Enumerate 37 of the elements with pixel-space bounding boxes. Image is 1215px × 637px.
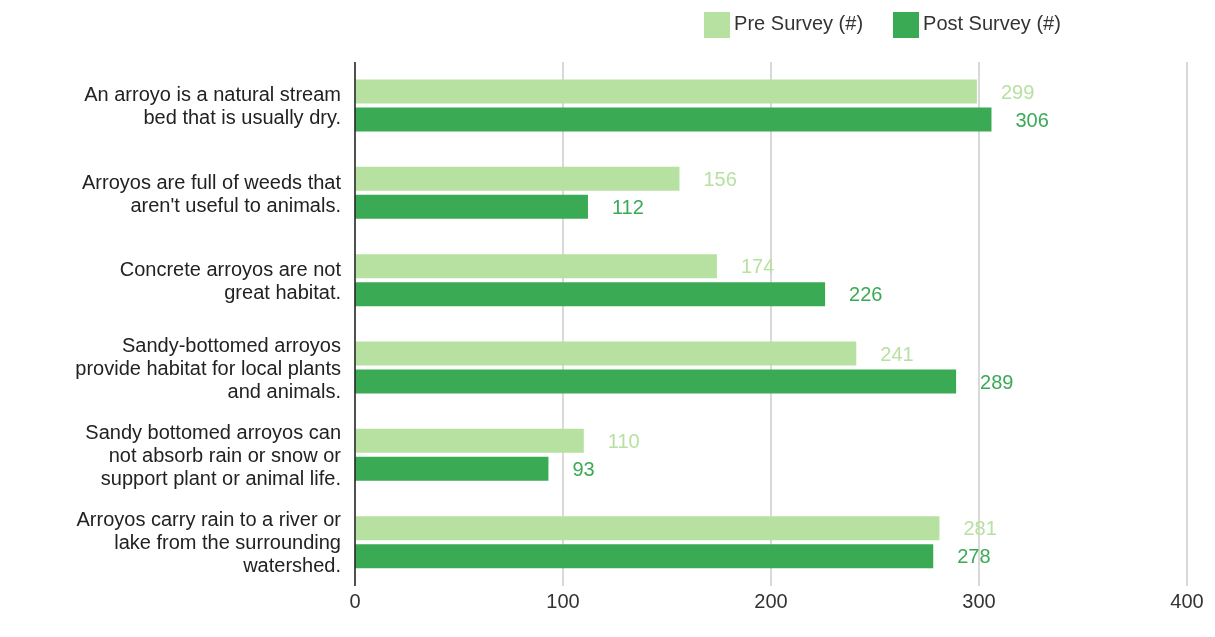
x-tick-label: 400 [1170,590,1204,613]
x-tick-label: 100 [546,590,580,613]
bar [355,166,680,191]
bar [355,194,588,219]
x-tick-label: 200 [754,590,788,613]
data-label: 226 [849,283,883,306]
data-label: 289 [980,370,1014,393]
data-label: 306 [1015,108,1049,131]
legend-label: Post Survey (#) [923,12,1061,35]
y-tick-label: An arroyo is a natural stream bed that is usually dry. [84,83,341,129]
x-tick-label: 300 [962,590,996,613]
bar [355,79,977,104]
data-label: 156 [703,167,737,190]
data-label: 93 [572,457,595,480]
y-tick-label: Sandy-bottomed arroyos provide habitat for local plants and animals. [75,333,341,402]
bar [355,341,857,366]
data-label: 174 [740,255,775,278]
y-tick-label: Arroyos carry rain to a river or lake from the surrounding watershed. [76,508,342,577]
bar [355,516,940,541]
bar [355,282,826,307]
data-label: 299 [1000,80,1035,103]
bar [355,254,717,279]
bar [355,107,992,132]
data-label: 281 [963,517,997,540]
data-label: 112 [611,195,644,218]
x-tick-label: 0 [349,590,361,613]
data-label: 110 [607,429,640,452]
legend-label: Pre Survey (#) [734,12,864,35]
data-label: 241 [880,342,914,365]
data-label: 278 [957,545,991,568]
bar [355,544,934,569]
bar [355,369,957,394]
bar [355,456,549,481]
y-tick-label: Arroyos are full of weeds that aren't useful to animals. [81,170,342,216]
y-tick-label: Concrete arroyos are not great habitat. [119,257,342,303]
y-tick-label: Sandy bottomed arroyos can not absorb rain or snow or support plant or animal life. [85,421,342,489]
bar [355,428,584,453]
